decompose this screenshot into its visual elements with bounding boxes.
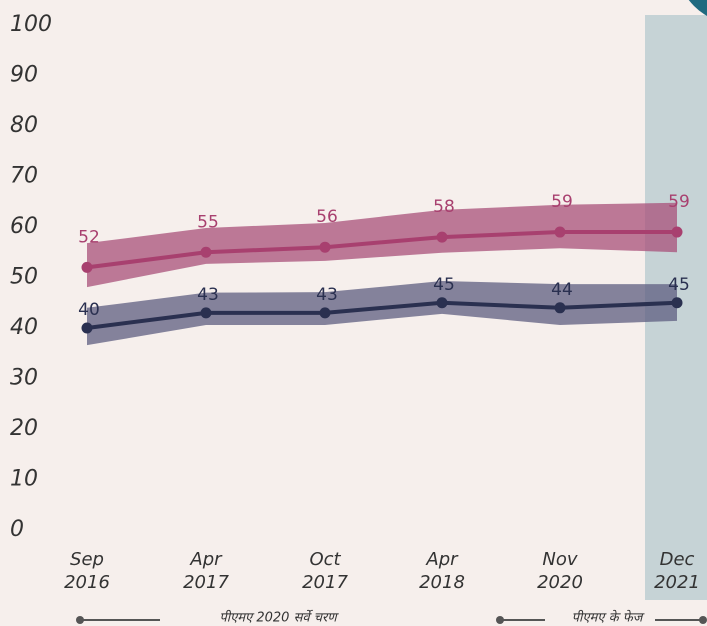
y-tick-label: 60 (10, 214, 38, 239)
y-tick-label: 10 (10, 467, 38, 492)
data-label: 59 (668, 192, 690, 212)
x-tick-label: 2018 (419, 572, 465, 593)
phase-label: पीएमए के फेज (572, 610, 645, 626)
data-label: 45 (668, 275, 690, 295)
data-label: 45 (433, 275, 455, 295)
data-point (200, 307, 212, 319)
data-point (81, 261, 93, 273)
data-point (81, 322, 93, 334)
series-line (86, 230, 677, 270)
data-point (554, 226, 566, 238)
legend-dot (496, 616, 504, 624)
data-label: 44 (551, 280, 573, 300)
data-point (554, 302, 566, 314)
series-line (86, 300, 678, 330)
data-point (319, 241, 331, 253)
x-tick-label: Apr (189, 549, 223, 570)
data-label: 43 (197, 285, 219, 305)
x-tick-label: Dec (660, 549, 695, 570)
data-label: 58 (433, 197, 455, 217)
x-tick-label: 2020 (537, 572, 583, 593)
data-label: 56 (316, 207, 338, 227)
x-tick-label: Nov (542, 549, 577, 570)
y-tick-label: 80 (10, 113, 38, 138)
data-point (671, 297, 683, 309)
data-label: 52 (78, 227, 100, 247)
y-tick-label: 70 (10, 164, 38, 189)
y-tick-label: 40 (10, 315, 38, 340)
data-point (319, 307, 331, 319)
y-tick-label: 0 (10, 517, 24, 542)
y-tick-label: 100 (10, 12, 52, 37)
y-tick-label: 50 (10, 265, 38, 290)
data-point (200, 246, 212, 258)
corner-badge (688, 0, 707, 16)
confidence-band (87, 281, 677, 346)
legend: पीएमए 2020 सर्वे चरण पीएमए के फेज (76, 610, 707, 626)
x-tick-label: Apr (425, 549, 459, 570)
confidence-band (87, 202, 677, 288)
x-tick-label: Oct (309, 549, 341, 570)
x-tick-label: 2017 (302, 572, 348, 593)
phase-label: पीएमए 2020 सर्वे चरण (219, 610, 339, 626)
data-label: 55 (197, 212, 219, 232)
y-tick-label: 30 (10, 366, 38, 391)
x-tick-label: 2016 (64, 572, 110, 593)
y-tick-label: 20 (10, 416, 38, 441)
x-tick-label: 2017 (183, 572, 229, 593)
legend-dot (699, 616, 707, 624)
data-point (436, 297, 448, 309)
y-tick-label: 90 (10, 63, 38, 88)
data-label: 43 (316, 285, 338, 305)
x-tick-label: 2021 (654, 572, 700, 593)
data-label: 59 (551, 192, 573, 212)
data-label: 40 (78, 300, 100, 320)
legend-dot (76, 616, 84, 624)
x-tick-label: Sep (70, 549, 104, 570)
data-point (436, 231, 448, 243)
data-point (671, 226, 683, 238)
